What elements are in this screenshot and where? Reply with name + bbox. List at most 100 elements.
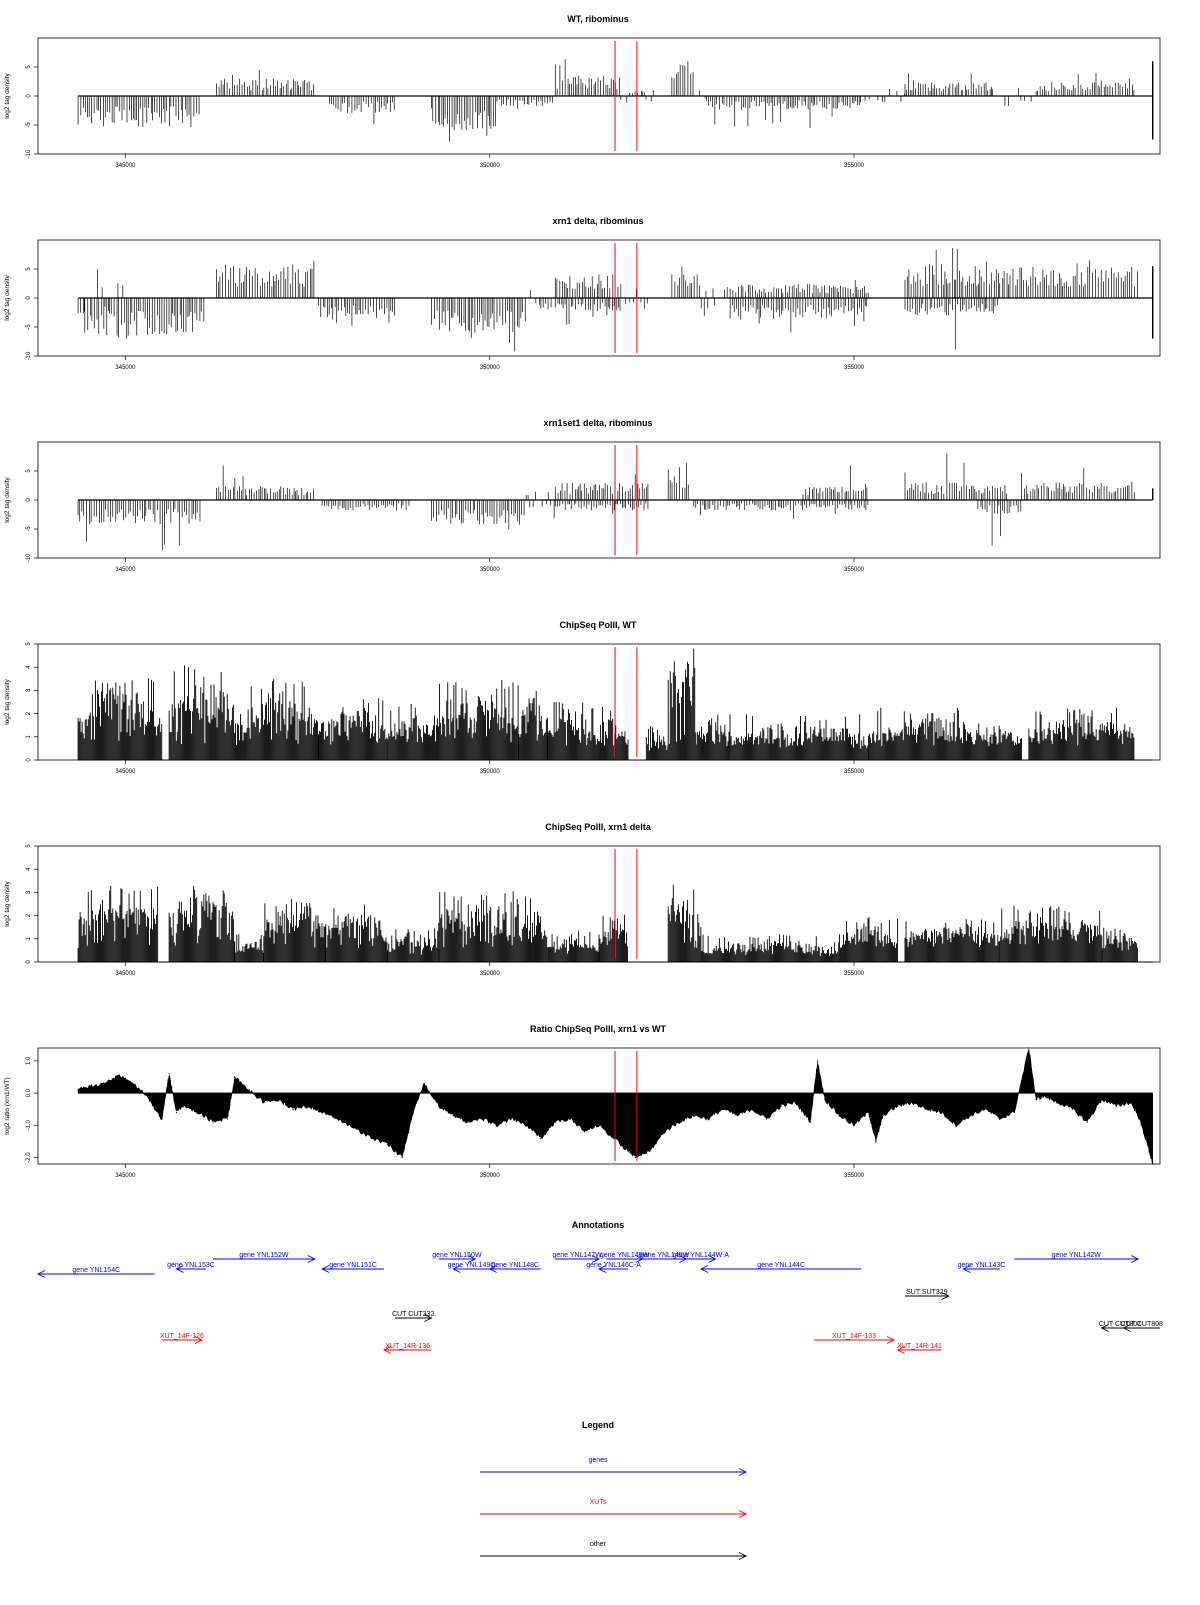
ratio-point: [984, 1108, 986, 1110]
chart-title: WT, ribominus: [567, 14, 629, 24]
y-tick-label: 5: [26, 65, 32, 69]
ratio-point: [736, 1115, 739, 1117]
ratio-point: [838, 1115, 841, 1117]
y-tick-label: 5: [26, 469, 32, 473]
y-tick-label: 0: [26, 960, 32, 964]
arrow-head: [467, 1255, 477, 1263]
y-tick-label: 5: [26, 844, 32, 848]
annotation-feature: CUT CUT332: [392, 1311, 434, 1322]
annotation-feature: gene YNL142W: [1014, 1252, 1140, 1263]
ratio-point: [897, 1105, 899, 1107]
ratio-point: [751, 1108, 753, 1110]
feature-label: gene YNL152W: [239, 1252, 289, 1259]
y-tick-label: 3: [26, 890, 32, 894]
arrow-head: [591, 1255, 601, 1263]
annotation-feature: gene YNL153C: [167, 1262, 215, 1273]
x-tick-label: 350000: [480, 1173, 501, 1179]
chart-panel: ChipSeq PolII, WT log2 tag density 0 1 2 3 4 5 3…: [4, 620, 1161, 775]
x-tick-label: 350000: [480, 365, 501, 371]
arrow-head: [738, 1510, 748, 1518]
ratio-point: [1086, 1121, 1088, 1123]
ratio-point: [816, 1060, 819, 1062]
ratio-point: [1144, 1137, 1147, 1139]
feature-label: gene YNL148C: [491, 1262, 539, 1269]
legend-label: other: [590, 1541, 607, 1548]
ratio-point: [248, 1089, 250, 1091]
y-tick-label: 1: [26, 936, 32, 940]
series-bars: [77, 59, 1154, 142]
feature-label: gene YNL144C: [757, 1262, 805, 1269]
ratio-point: [481, 1118, 484, 1120]
ratio-point: [634, 1156, 637, 1159]
feature-label: CUT CUT807: [1099, 1321, 1141, 1328]
annotation-feature: SUT SUT329: [905, 1289, 950, 1300]
y-tick-label: 5: [26, 267, 32, 271]
annotation-feature: XUT_14F-126: [160, 1333, 204, 1344]
ratio-point: [540, 1137, 542, 1139]
annotation-feature: gene YNL147W: [552, 1252, 602, 1263]
ratio-point: [343, 1121, 345, 1123]
series-bars: [77, 453, 1154, 551]
ratio-point: [1057, 1102, 1059, 1104]
ratio-point: [452, 1115, 454, 1117]
y-tick-label: -5: [26, 122, 32, 128]
ratio-point: [1130, 1102, 1132, 1104]
y-tick-label: -10: [26, 351, 32, 360]
annotation-feature: gene YNL152W: [212, 1252, 316, 1263]
ratio-point: [693, 1115, 695, 1117]
feature-label: gene YNL142W: [1052, 1252, 1102, 1259]
ratio-point: [226, 1118, 229, 1120]
x-tick-label: 355000: [844, 1173, 865, 1179]
annotations-title: Annotations: [572, 1220, 625, 1230]
annotation-feature: gene YNL150W: [432, 1252, 482, 1263]
y-tick-label: 5: [26, 642, 32, 646]
feature-label: CUT CUT332: [392, 1311, 434, 1318]
arrow-head: [307, 1255, 316, 1263]
arrow-head: [597, 1265, 607, 1273]
feature-label: gene YNL149C: [448, 1262, 496, 1269]
x-tick-label: 345000: [115, 163, 136, 169]
annotation-feature: XUT_14R-141: [896, 1343, 942, 1354]
chart-panel: xrn1set1 delta, ribominus log2 tag densit…: [4, 418, 1161, 573]
y-tick-label: -2.0: [26, 1152, 32, 1163]
ratio-point: [263, 1102, 265, 1104]
y-tick-label: 1.0: [26, 1056, 32, 1065]
ratio-point: [612, 1137, 615, 1139]
y-axis-label: log2 tag density: [4, 72, 11, 118]
ratio-point: [1071, 1108, 1074, 1110]
ratio-point: [649, 1150, 651, 1152]
series-bars: [77, 247, 1154, 352]
annotations-panel: Annotations gene YNL154C gene YNL153C gene…: [36, 1220, 1163, 1354]
legend-item: genes: [480, 1457, 748, 1476]
plot-frame: [37, 1047, 1161, 1165]
x-tick-label: 345000: [115, 365, 136, 371]
ratio-point: [569, 1118, 571, 1120]
arrow-head: [175, 1265, 184, 1273]
feature-label: XUT_14F-133: [832, 1333, 876, 1340]
y-tick-label: 0: [26, 758, 32, 762]
ratio-point: [999, 1118, 1001, 1120]
chart-panel: ChipSeq PolII, xrn1 delta log2 tag densit…: [4, 822, 1161, 977]
y-tick-label: 0: [26, 94, 32, 98]
legend-item: other: [480, 1541, 748, 1560]
arrow-head: [886, 1336, 896, 1344]
ratio-point: [627, 1150, 629, 1152]
x-tick-label: 355000: [844, 163, 865, 169]
y-tick-label: -10: [26, 553, 32, 562]
legend-panel: Legend genes XUTs other: [480, 1420, 748, 1560]
ratio-point: [765, 1118, 768, 1120]
y-axis-label: log2 ratio (xrn1/WT): [4, 1077, 11, 1134]
ratio-point: [1028, 1047, 1030, 1049]
annotation-feature: gene YNL151C: [321, 1262, 385, 1273]
ratio-point: [911, 1102, 913, 1104]
ratio-point: [824, 1098, 826, 1101]
ratio-point: [867, 1111, 870, 1114]
x-tick-label: 350000: [480, 769, 501, 775]
ratio-point: [583, 1131, 586, 1133]
y-axis-label: log2 tag density: [4, 274, 11, 320]
ratio-point: [153, 1108, 156, 1110]
feature-label: gene YNL153C: [167, 1262, 215, 1269]
annotation-feature: gene YNL148C: [488, 1262, 541, 1273]
